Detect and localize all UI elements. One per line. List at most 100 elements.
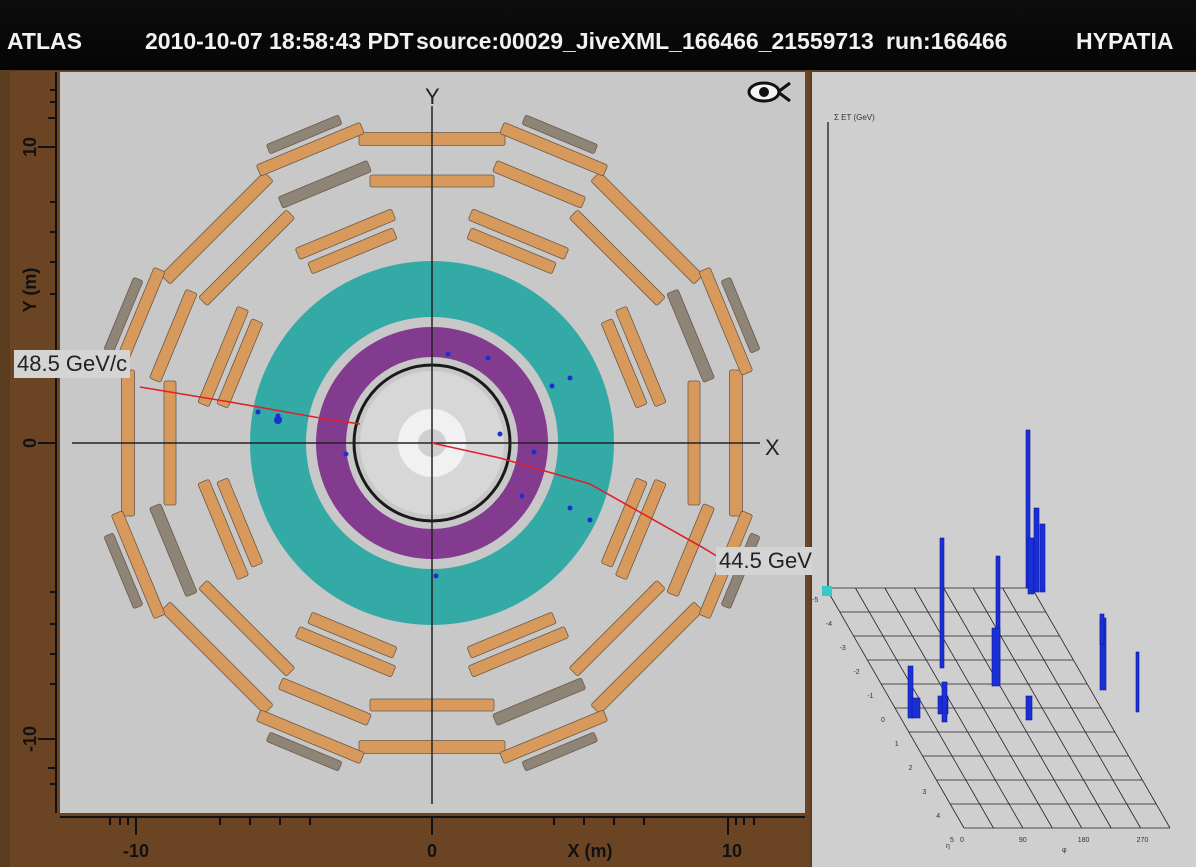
experiment-label: ATLAS xyxy=(7,28,82,54)
lego-title: Σ ET (GeV) xyxy=(834,113,875,122)
y-tick-minus-10: -10 xyxy=(20,726,40,752)
muon-chamber xyxy=(601,318,648,408)
et-tower[interactable] xyxy=(907,665,914,719)
muon-chamber xyxy=(467,612,557,659)
muon-chamber xyxy=(569,210,665,306)
et-tower[interactable] xyxy=(911,697,921,719)
axis-x-letter: X xyxy=(765,435,780,460)
hit-point xyxy=(531,449,537,455)
lego-towers xyxy=(907,429,1140,723)
lego-phi-tick: 0 xyxy=(960,837,964,844)
muon-chamber xyxy=(278,160,372,209)
hit-point xyxy=(255,409,261,415)
event-datetime: 2010-10-07 18:58:43 PDT xyxy=(145,28,414,54)
muon-chamber xyxy=(591,172,703,284)
hit-point xyxy=(567,375,573,381)
muon-chamber xyxy=(615,306,667,407)
x-axis-title: X (m) xyxy=(568,841,613,861)
hit-point xyxy=(343,451,349,457)
muon-chamber xyxy=(199,580,295,676)
muon-chamber xyxy=(666,503,715,597)
muon-chamber xyxy=(149,289,198,383)
lego-origin-marker[interactable] xyxy=(822,586,832,596)
lego-eta-tick: 0 xyxy=(881,717,885,724)
lego-eta-label: η xyxy=(946,843,950,850)
detector-xy-view[interactable]: X Y 48.5 GeV/c 44.5 GeV/c xyxy=(14,72,833,813)
hit-point xyxy=(519,493,525,499)
lego-eta-tick: -3 xyxy=(840,645,846,652)
event-source: source:00029_JiveXML_166466_21559713 xyxy=(416,28,874,54)
muon-chamber xyxy=(216,478,263,568)
muon-track-left[interactable] xyxy=(139,386,361,425)
track-momentum-label-left: 48.5 GeV/c xyxy=(14,350,131,378)
muon-chamber xyxy=(295,208,396,260)
muon-chamber xyxy=(111,510,165,619)
muon-chamber xyxy=(615,479,667,580)
muon-track-right[interactable] xyxy=(431,442,721,559)
x-tick-10: 10 xyxy=(722,841,742,861)
et-tower[interactable] xyxy=(991,627,1001,687)
et-tower[interactable] xyxy=(1027,537,1035,595)
lego-phi-label: φ xyxy=(1062,847,1067,854)
et-tower[interactable] xyxy=(1033,507,1040,593)
muon-chamber xyxy=(216,318,263,408)
et-tower[interactable] xyxy=(941,681,948,723)
et-tower[interactable] xyxy=(939,537,945,669)
x-tick-0: 0 xyxy=(427,841,437,861)
hit-point xyxy=(274,416,282,424)
lego-grid-line xyxy=(825,587,965,829)
muon-chamber xyxy=(499,710,608,764)
muon-chamber xyxy=(468,208,569,260)
lego-phi-tick: 270 xyxy=(1137,837,1149,844)
muon-chamber xyxy=(161,172,273,284)
app-name: HYPATIA xyxy=(1076,28,1174,54)
et-tower[interactable] xyxy=(1099,613,1105,645)
hit-point xyxy=(567,505,573,511)
hit-point xyxy=(497,431,503,437)
muon-chamber xyxy=(256,710,365,764)
muon-chamber xyxy=(278,677,372,726)
lego-eta-tick: -1 xyxy=(867,693,873,700)
event-header-bar: ATLAS 2010-10-07 18:58:43 PDT source:000… xyxy=(0,0,1196,70)
lego-eta-tick: -2 xyxy=(853,669,859,676)
muon-chamber xyxy=(295,626,396,678)
lego-eta-tick: 3 xyxy=(922,789,926,796)
hit-point xyxy=(485,355,491,361)
lego-eta-tick: 4 xyxy=(936,813,940,820)
hit-point xyxy=(433,573,439,579)
x-axis-strip[interactable]: -10 0 10 X (m) xyxy=(60,813,805,867)
muon-chamber xyxy=(197,306,249,407)
lego-grid-line xyxy=(855,587,994,829)
muon-chamber xyxy=(468,626,569,678)
et-tower[interactable] xyxy=(1025,695,1033,721)
hits xyxy=(255,351,593,579)
muon-chamber xyxy=(721,277,760,353)
y-axis-strip[interactable]: 10 0 -10 Y (m) xyxy=(10,72,60,813)
lego-grid-line xyxy=(1031,587,1171,829)
y-tick-0: 0 xyxy=(20,438,40,448)
muon-chamber xyxy=(591,602,703,714)
hit-point xyxy=(587,517,593,523)
muon-chamber xyxy=(307,612,397,659)
muon-chamber xyxy=(256,122,365,176)
lego-eta-tick: 5 xyxy=(950,837,954,844)
lego-plot-view[interactable]: Σ ET (GeV) -5 -4 -3 -2 -1 0 1 2 3 4 5 0 90 180 270 φ η xyxy=(812,72,1196,867)
et-tower[interactable] xyxy=(1039,523,1046,593)
eye-fish-icon[interactable] xyxy=(747,81,791,103)
lego-grid-line xyxy=(1002,587,1141,829)
lego-eta-tick: -4 xyxy=(826,621,832,628)
run-number: run:166466 xyxy=(886,28,1008,54)
y-tick-10: 10 xyxy=(20,137,40,157)
muon-chamber xyxy=(522,732,598,771)
muon-chamber xyxy=(569,580,665,676)
muon-chamber xyxy=(499,122,608,176)
hit-point xyxy=(549,383,555,389)
lego-eta-tick: -5 xyxy=(812,597,818,604)
muon-chamber xyxy=(601,478,648,568)
et-tower[interactable] xyxy=(1135,651,1140,713)
lego-phi-tick: 90 xyxy=(1019,837,1027,844)
hit-point xyxy=(445,351,451,357)
muon-chamber xyxy=(492,677,586,726)
muon-chamber xyxy=(266,732,342,771)
